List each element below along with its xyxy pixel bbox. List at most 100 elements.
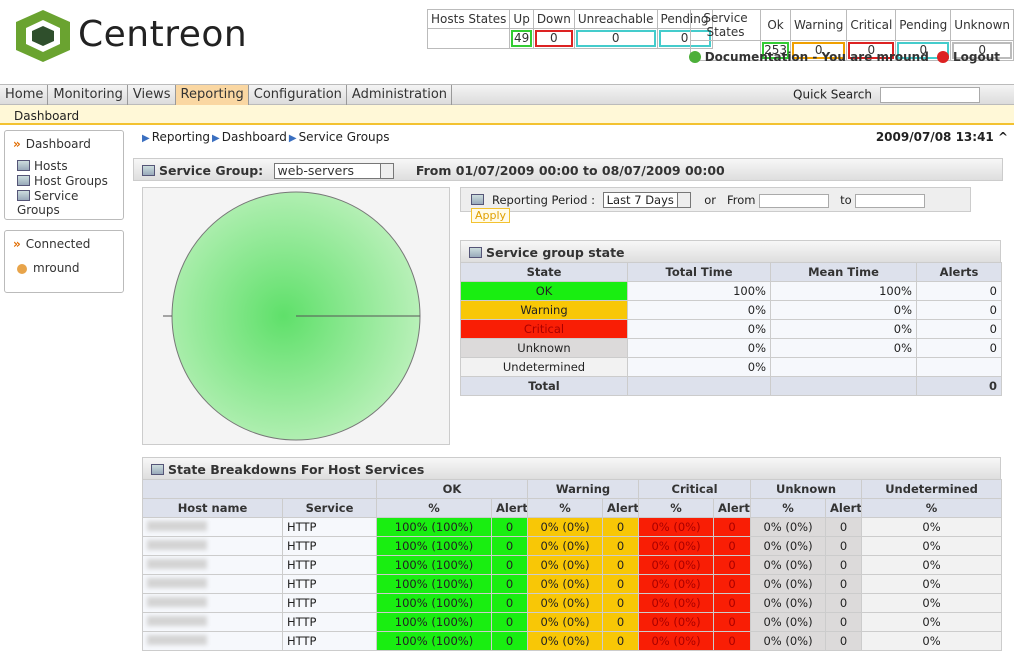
column-header: %: [376, 498, 492, 518]
group-header: Critical: [638, 479, 752, 499]
status-header: Service States: [689, 9, 762, 41]
logo[interactable]: Centreon: [14, 8, 254, 66]
documentation-link[interactable]: Documentation - You are mround: [704, 50, 929, 64]
service-name: HTTP: [282, 612, 377, 632]
column-header: %: [638, 498, 715, 518]
host-states: Hosts States Up Down Unreachable Pending 49 0 0…: [426, 9, 713, 49]
status-spacer: [689, 40, 762, 61]
breakdown-cell: 0% (0%): [750, 536, 827, 556]
state-table-title-text: Service group state: [486, 245, 625, 260]
group-header: Undetermined: [861, 479, 1003, 499]
quick-search: Quick Search: [793, 87, 980, 103]
state-name: Undetermined: [460, 357, 628, 377]
reporting-period: Reporting Period : Last 7 Days or From t…: [460, 187, 971, 223]
status-value: 0: [534, 30, 573, 47]
menu-item[interactable]: Reporting: [175, 85, 249, 105]
apply-button[interactable]: Apply: [471, 208, 511, 223]
status-value: 0: [952, 42, 1012, 59]
menu-item[interactable]: Views: [128, 85, 176, 105]
status-header: Ok: [760, 9, 791, 41]
column-header: Mean Time: [770, 262, 917, 282]
dashboard-title[interactable]: Dashboard: [25, 137, 91, 151]
breakdown-cell: 0: [491, 612, 528, 632]
sidebar-icon: [17, 160, 30, 171]
from-input[interactable]: [759, 193, 830, 208]
sidebar-link[interactable]: Hosts: [34, 159, 68, 173]
state-name: Critical: [460, 319, 628, 339]
breakdown-cell: 0: [825, 631, 863, 651]
sidebar-icon: [17, 190, 30, 201]
menu-item[interactable]: Monitoring: [48, 85, 128, 105]
breakdown-title-text: State Breakdowns For Host Services: [168, 462, 425, 477]
group-header: Unknown: [750, 479, 863, 499]
breakdown-row: HTTP 100% (100%) 0 0% (0%) 0 0% (0%) 0 0% (0%) 0…: [142, 631, 1003, 651]
column-header: %: [750, 498, 827, 518]
state-name: Unknown: [460, 338, 628, 358]
status-value: 0: [791, 42, 846, 59]
to-label: to: [840, 193, 852, 207]
breakdown-cell: 0% (0%): [638, 574, 715, 594]
breakdown-cell: 0: [825, 555, 863, 575]
breakdown-title: State Breakdowns For Host Services: [142, 457, 1001, 480]
total-cell: [770, 376, 917, 396]
breakdown-cell: 100% (100%): [376, 631, 492, 651]
state-cell: [770, 357, 917, 377]
state-row: OK 100% 100% 0: [460, 281, 1002, 301]
breadcrumb-item[interactable]: Service Groups: [298, 130, 390, 144]
column-header: %: [527, 498, 603, 518]
breakdown-row: HTTP 100% (100%) 0 0% (0%) 0 0% (0%) 0 0% (0%) 0…: [142, 574, 1003, 594]
quick-search-input[interactable]: [880, 87, 980, 103]
connected-title: Connected: [25, 237, 91, 251]
sidebar-link[interactable]: Service Groups: [17, 189, 79, 217]
state-table: State Total Time Mean Time Alerts OK 100% 100%…: [460, 262, 1002, 396]
breakdown-row: HTTP 100% (100%) 0 0% (0%) 0 0% (0%) 0 0% (0%) 0…: [142, 536, 1003, 556]
breakdown-cell: 0: [601, 574, 640, 594]
menu-item[interactable]: Administration: [347, 85, 453, 105]
status-cell: 0: [950, 40, 1014, 61]
breakdown-cell: 0% (0%): [638, 593, 715, 613]
state-cell: 0: [916, 300, 1002, 320]
subheader-row: Host name Service% Alert% Alert% Alert% Alert…: [142, 498, 1003, 518]
breakdown-cell: 0: [601, 536, 640, 556]
total-row: Total 0: [460, 376, 1002, 396]
or-label: or: [704, 193, 717, 207]
state-cell: 0: [916, 338, 1002, 358]
host-name-redacted: [147, 540, 207, 550]
service-name: HTTP: [282, 593, 377, 613]
breakdown-cell: 0: [491, 555, 528, 575]
sidebar-item: Service Groups: [17, 189, 123, 217]
state-cell: 100%: [770, 281, 917, 301]
submenu-item[interactable]: Dashboard: [14, 109, 80, 123]
to-input[interactable]: [855, 193, 926, 208]
breakdown-cell: 0% (0%): [638, 612, 715, 632]
breakdown-cell: 0% (0%): [527, 536, 603, 556]
breakdown-cell: 0: [713, 574, 752, 594]
breakdown-cell: 0% (0%): [527, 555, 603, 575]
breadcrumb-item[interactable]: Reporting: [151, 130, 211, 144]
service-group-select[interactable]: web-servers: [273, 163, 394, 179]
breakdown-cell: 0% (0%): [750, 555, 827, 575]
menu-item[interactable]: Configuration: [249, 85, 347, 105]
breakdown-cell: 0% (0%): [750, 517, 827, 537]
breakdown-cell: 0%: [861, 612, 1003, 632]
breakdown-cell: 0%: [861, 536, 1003, 556]
menu-item[interactable]: Home: [0, 85, 49, 105]
breakdown-row: HTTP 100% (100%) 0 0% (0%) 0 0% (0%) 0 0% (0%) 0…: [142, 517, 1003, 537]
service-states: Service States Ok Warning Critical Pending Un…: [689, 9, 1014, 61]
sidebar-link[interactable]: Host Groups: [34, 174, 108, 188]
breakdown-cell: 0: [713, 555, 752, 575]
logo-icon: [16, 10, 70, 62]
breadcrumb: ▶ Reporting ▶ Dashboard ▶ Service Groups: [140, 130, 390, 144]
breakdown-cell: 0% (0%): [638, 555, 715, 575]
breadcrumb-item[interactable]: Dashboard: [221, 130, 287, 144]
breakdown-cell: 0% (0%): [527, 593, 603, 613]
host-name-redacted: [147, 578, 207, 588]
logout-link[interactable]: Logout: [952, 50, 1000, 64]
breakdown-cell: 0% (0%): [638, 631, 715, 651]
period-select[interactable]: Last 7 Days: [602, 192, 691, 208]
from-label: From: [727, 193, 756, 207]
breakdown-cell: 0: [825, 593, 863, 613]
breakdown-cell: 0: [825, 574, 863, 594]
state-cell: 0%: [627, 319, 771, 339]
